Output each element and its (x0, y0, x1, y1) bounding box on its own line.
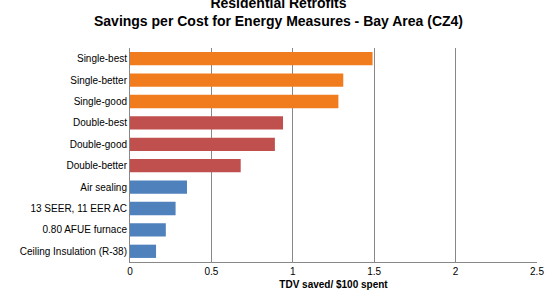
svg-text:0: 0 (127, 266, 133, 277)
svg-text:Ceiling Insulation (R-38): Ceiling Insulation (R-38) (20, 246, 127, 257)
svg-text:1.5: 1.5 (367, 266, 381, 277)
svg-text:Air sealing: Air sealing (80, 182, 127, 193)
svg-text:TDV saved/ $100 spent: TDV saved/ $100 spent (279, 279, 388, 290)
svg-text:1: 1 (290, 266, 296, 277)
svg-text:0.5: 0.5 (204, 266, 218, 277)
svg-text:Double-good: Double-good (70, 139, 127, 150)
svg-text:Single-better: Single-better (70, 75, 127, 86)
svg-text:Single-good: Single-good (74, 96, 127, 107)
svg-text:Double-best: Double-best (73, 117, 127, 128)
svg-text:Single-best: Single-best (77, 53, 127, 64)
svg-text:0.80 AFUE furnace: 0.80 AFUE furnace (43, 224, 128, 235)
svg-text:2: 2 (453, 266, 459, 277)
svg-text:2.5: 2.5 (530, 266, 544, 277)
svg-text:Double-better: Double-better (66, 160, 127, 171)
svg-text:13 SEER, 11 EER AC: 13 SEER, 11 EER AC (30, 203, 127, 214)
svg-text:Residential RetrofitsSavings p: Residential RetrofitsSavings per Cost fo… (94, 0, 463, 29)
